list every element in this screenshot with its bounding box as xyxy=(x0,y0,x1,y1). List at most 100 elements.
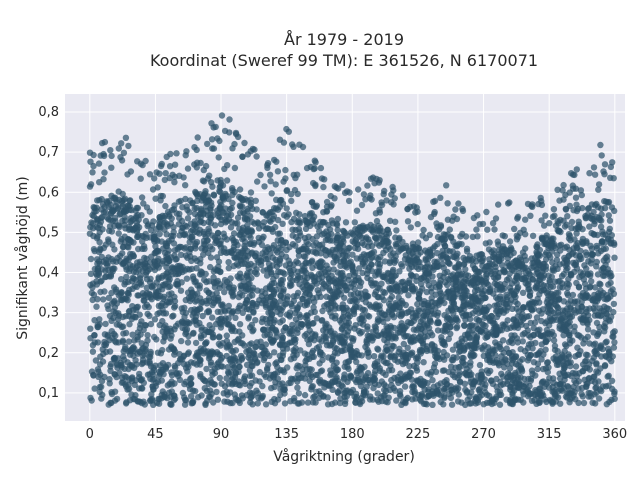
data-point xyxy=(140,344,147,352)
data-point xyxy=(569,337,576,344)
data-point xyxy=(610,333,617,340)
data-point xyxy=(568,170,575,177)
data-point xyxy=(594,203,602,211)
data-point xyxy=(210,279,218,286)
data-point xyxy=(469,233,476,241)
data-point xyxy=(387,362,394,370)
data-point xyxy=(113,360,121,367)
data-point xyxy=(392,287,400,294)
data-point xyxy=(277,196,284,204)
data-point xyxy=(214,267,221,274)
data-point xyxy=(495,251,502,258)
data-point xyxy=(140,379,147,387)
data-point xyxy=(359,239,366,247)
data-point xyxy=(368,334,375,341)
data-point xyxy=(370,353,378,360)
data-point xyxy=(482,240,489,247)
data-point xyxy=(482,312,490,320)
data-point xyxy=(225,321,232,328)
data-point xyxy=(491,226,498,233)
data-point xyxy=(608,232,615,239)
data-point xyxy=(603,310,610,318)
data-point xyxy=(96,179,103,186)
data-point xyxy=(564,359,571,367)
data-point xyxy=(149,284,156,291)
data-point xyxy=(534,365,541,373)
data-point xyxy=(311,393,318,400)
data-point xyxy=(336,332,343,340)
data-point xyxy=(602,245,609,252)
data-point xyxy=(525,277,532,285)
data-point xyxy=(236,225,243,232)
data-point xyxy=(207,359,215,366)
data-point xyxy=(124,243,131,250)
data-point xyxy=(400,398,407,406)
data-point xyxy=(215,154,222,161)
data-point xyxy=(119,200,126,207)
data-point xyxy=(380,358,388,365)
data-point xyxy=(565,231,573,238)
data-point xyxy=(192,317,199,324)
data-point xyxy=(195,394,202,401)
data-point xyxy=(557,318,564,325)
data-point xyxy=(87,335,94,342)
data-point xyxy=(589,297,596,304)
data-point xyxy=(134,222,141,229)
data-point xyxy=(247,189,255,196)
data-point xyxy=(338,382,345,389)
data-point xyxy=(462,266,469,273)
data-point xyxy=(377,253,384,261)
data-point xyxy=(593,361,600,368)
data-point xyxy=(364,182,371,189)
data-point xyxy=(329,277,337,284)
data-point xyxy=(488,313,495,320)
data-point xyxy=(244,247,251,255)
data-point xyxy=(610,344,618,351)
data-point xyxy=(126,261,134,269)
data-point xyxy=(341,390,348,397)
data-point xyxy=(474,233,481,240)
data-point xyxy=(121,373,128,380)
data-point xyxy=(463,371,471,378)
data-point xyxy=(592,284,599,291)
data-point xyxy=(397,393,404,400)
data-point xyxy=(367,175,375,182)
data-point xyxy=(595,378,602,385)
data-point xyxy=(100,296,107,303)
data-point xyxy=(362,343,369,350)
data-point xyxy=(380,392,387,399)
data-point xyxy=(87,181,95,188)
data-point xyxy=(177,251,185,258)
data-point xyxy=(217,244,225,251)
data-point xyxy=(129,331,136,338)
data-point xyxy=(376,365,383,372)
data-point xyxy=(363,338,370,346)
data-point xyxy=(424,333,431,340)
data-point xyxy=(513,305,520,312)
data-point xyxy=(166,283,174,290)
data-point xyxy=(205,218,212,226)
data-point xyxy=(513,335,521,342)
data-point xyxy=(309,264,316,271)
data-point xyxy=(388,352,395,359)
data-point xyxy=(140,297,147,304)
data-point xyxy=(89,296,96,304)
data-point xyxy=(341,189,349,197)
data-point xyxy=(127,168,135,175)
data-point xyxy=(606,348,613,355)
data-point xyxy=(293,306,300,313)
data-point xyxy=(137,331,144,338)
data-point xyxy=(324,394,331,401)
data-point xyxy=(466,327,473,335)
data-point xyxy=(452,206,459,213)
data-point xyxy=(410,326,418,333)
data-point xyxy=(586,374,593,382)
data-point xyxy=(121,281,128,288)
data-point xyxy=(267,250,274,257)
data-point xyxy=(108,289,115,297)
data-point xyxy=(95,160,103,167)
data-point xyxy=(262,255,270,263)
data-point xyxy=(87,223,94,231)
chart-title-line-2: Koordinat (Sweref 99 TM): E 361526, N 61… xyxy=(150,51,538,70)
data-point xyxy=(356,283,364,290)
